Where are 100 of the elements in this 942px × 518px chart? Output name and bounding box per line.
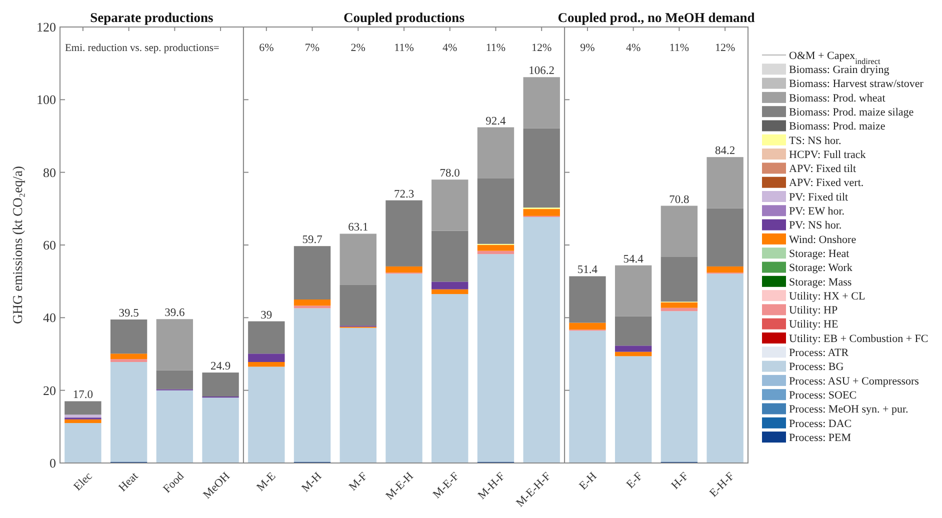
bar xyxy=(294,246,331,300)
bar xyxy=(660,206,698,257)
total-label: 72.3 xyxy=(394,188,414,200)
legend-label: Biomass: Prod. maize silage xyxy=(789,106,914,118)
annotation: 4% xyxy=(626,42,641,54)
bar xyxy=(64,419,102,424)
legend-label: Process: ASU + Compressors xyxy=(789,375,919,388)
bar xyxy=(706,208,744,266)
chart-title: Separate productions xyxy=(90,10,214,25)
total-label: 78.0 xyxy=(440,168,460,180)
total-label: 63.1 xyxy=(348,222,368,234)
bar xyxy=(294,306,331,308)
y-tick-label: 40 xyxy=(43,310,56,326)
legend-label: Storage: Heat xyxy=(789,248,850,260)
bar xyxy=(569,330,606,463)
chart-title: Coupled prod., no MeOH demand xyxy=(558,10,756,25)
total-label: 106.2 xyxy=(528,65,555,78)
total-label: 39.6 xyxy=(164,307,185,320)
bar xyxy=(340,284,376,326)
annotation: 11% xyxy=(394,42,414,54)
bar xyxy=(432,294,468,463)
legend-label: Utility: EB + Combustion + FC xyxy=(789,332,928,345)
legend-label: APV: Fixed vert. xyxy=(789,177,864,190)
total-label: 84.2 xyxy=(715,145,736,158)
bar xyxy=(660,256,698,302)
bar xyxy=(614,352,652,356)
bar xyxy=(523,217,560,463)
bar xyxy=(477,245,514,251)
y-tick-label: 80 xyxy=(43,164,56,180)
x-tick-label: Heat xyxy=(116,470,142,494)
x-tick-label: M-E xyxy=(254,470,278,494)
legend-label: TS: NS hor. xyxy=(789,134,842,147)
total-label: 39.5 xyxy=(118,307,140,320)
bar xyxy=(614,265,652,316)
annotation: 9% xyxy=(580,42,595,54)
legend-label: Wind: Onshore xyxy=(789,234,856,246)
legend-label: Biomass: Harvest straw/stover xyxy=(789,78,924,90)
legend-label: Utility: HP xyxy=(789,304,838,317)
bar xyxy=(614,346,652,352)
bar xyxy=(248,354,285,362)
x-tick-label: E-F xyxy=(624,470,646,492)
bar xyxy=(294,300,331,306)
bar xyxy=(386,200,422,266)
legend-label: Utility: HX + CL xyxy=(789,290,866,302)
y-tick-label: 120 xyxy=(36,20,56,35)
bar xyxy=(386,266,422,273)
bar xyxy=(706,274,744,463)
bar xyxy=(432,289,468,294)
y-tick-label: 60 xyxy=(43,238,56,253)
bar xyxy=(660,308,698,312)
legend-label: PV: EW hor. xyxy=(789,206,845,218)
annotation: 6% xyxy=(259,42,274,54)
bar xyxy=(477,250,514,254)
legend-label: PV: Fixed tilt xyxy=(789,191,848,204)
total-label: 51.4 xyxy=(577,264,598,276)
bar xyxy=(477,178,514,244)
annotation: 12% xyxy=(532,42,552,54)
bar xyxy=(64,414,102,418)
bar xyxy=(569,322,606,330)
bar xyxy=(477,254,514,462)
bar xyxy=(660,302,698,308)
legend-label: Process: ATR xyxy=(789,347,850,359)
total-label: 59.7 xyxy=(302,234,323,246)
legend-label: Utility: HE xyxy=(789,318,838,331)
bar xyxy=(248,321,285,354)
bar xyxy=(202,372,239,397)
legend-label: HCPV: Full track xyxy=(789,148,866,161)
bar xyxy=(156,319,194,370)
bar xyxy=(64,401,102,415)
bar xyxy=(432,282,468,290)
legend-label: PV: NS hor. xyxy=(789,220,842,232)
legend-label: Storage: Mass xyxy=(789,276,852,288)
bar xyxy=(110,319,148,354)
bar xyxy=(432,230,468,282)
legend-label: Biomass: Prod. wheat xyxy=(789,92,886,104)
annotation: 2% xyxy=(350,42,366,54)
annotation: Emi. reduction vs. sep. productions= xyxy=(65,43,220,54)
bar xyxy=(110,359,148,362)
bar xyxy=(523,209,560,216)
bar xyxy=(432,180,468,231)
bar xyxy=(64,423,102,463)
annotation: 11% xyxy=(486,42,506,54)
bar xyxy=(523,128,560,208)
legend-label: Process: BG xyxy=(789,361,844,374)
legend-label: Biomass: Grain drying xyxy=(789,64,890,76)
x-tick-label: E-H xyxy=(577,470,600,492)
bar xyxy=(156,370,194,390)
annotation: 4% xyxy=(442,42,458,54)
legend-label: Process: PEM xyxy=(789,432,852,444)
total-label: 54.4 xyxy=(623,253,644,266)
bar xyxy=(477,127,514,178)
bar xyxy=(248,366,285,463)
y-tick-label: 100 xyxy=(36,92,56,108)
bar xyxy=(248,362,285,367)
legend-label: APV: Fixed tilt xyxy=(789,163,856,176)
bar xyxy=(110,362,148,462)
x-tick-label: H-F xyxy=(669,470,692,492)
legend-label: O&M + Capex$_{indirect}$ xyxy=(789,50,881,66)
legend-label: Biomass: Prod. maize xyxy=(789,120,886,133)
legend-label: Storage: Work xyxy=(789,262,853,274)
